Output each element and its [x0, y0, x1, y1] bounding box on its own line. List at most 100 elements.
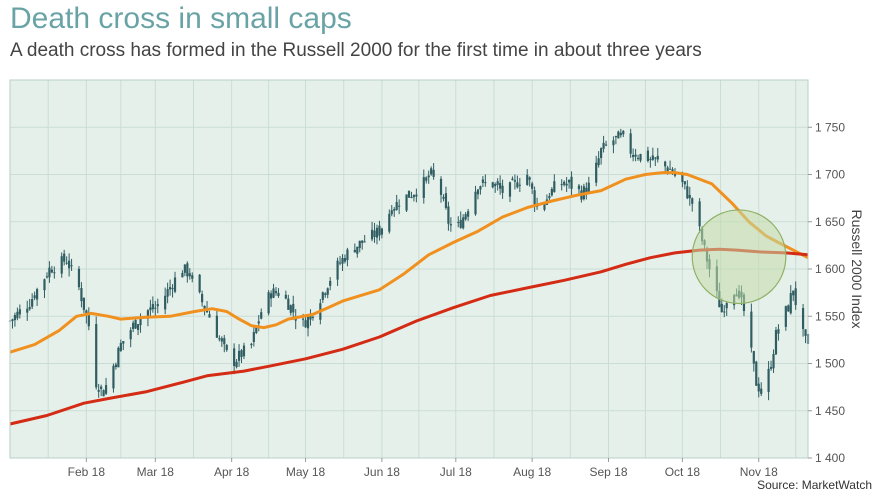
candle-body [688, 194, 691, 199]
candle-body [760, 388, 763, 394]
candle-body [415, 194, 418, 197]
candle-body [132, 322, 135, 330]
candle-body [191, 275, 194, 279]
candle-body [353, 249, 356, 253]
candle-body [119, 342, 122, 351]
candle-body [186, 263, 189, 277]
candle-body [346, 249, 349, 261]
candle-body [516, 182, 519, 188]
candle-body [35, 289, 39, 300]
candle-body [725, 303, 728, 309]
candle-body [358, 240, 361, 249]
candle-body [787, 305, 790, 312]
candle-body [223, 338, 226, 345]
candle-body [632, 154, 635, 158]
x-tick-label: Sep 18 [589, 465, 627, 479]
candle-body [82, 297, 85, 310]
candle-body [220, 338, 223, 342]
candle-body [114, 364, 118, 368]
candle-body [306, 316, 310, 329]
candle-body [444, 193, 448, 208]
candle-body [122, 341, 125, 344]
candle-body [577, 185, 581, 190]
ma50-line [9, 171, 809, 354]
candle-body [499, 183, 502, 189]
candle-body [100, 386, 103, 390]
candle-body [651, 155, 654, 160]
candle-body [664, 161, 667, 167]
candle-body [260, 312, 263, 319]
candle-body [218, 338, 221, 340]
candle-body [85, 310, 88, 316]
candle-body [595, 162, 598, 183]
candle-body [560, 184, 563, 186]
candle-body [45, 276, 49, 278]
candle-body [11, 319, 14, 322]
candle-body [156, 304, 159, 307]
candle-body [683, 181, 686, 185]
candle-body [235, 361, 238, 368]
candle-body [750, 311, 753, 348]
candle-body [87, 312, 90, 327]
candle-body [301, 318, 305, 320]
candle-body [511, 178, 514, 181]
candle-body [794, 288, 797, 306]
candle-body [80, 287, 83, 302]
candle-body [43, 279, 46, 291]
candle-body [784, 306, 787, 327]
candle-body [77, 268, 81, 288]
candle-body [181, 272, 184, 278]
candle-body [341, 258, 344, 264]
candle-body [203, 305, 206, 310]
candle-body [439, 178, 443, 195]
candle-body [378, 225, 381, 236]
candle-body [767, 368, 770, 393]
candle-body [48, 267, 51, 278]
candle-body [225, 344, 228, 351]
x-tick-label: Nov 18 [740, 465, 778, 479]
candle-body [494, 184, 497, 187]
candle-body [70, 265, 73, 267]
candle-body [267, 292, 270, 314]
candle-body [801, 308, 805, 330]
candle-body [548, 196, 551, 199]
candle-body [289, 305, 292, 313]
candle-body [769, 367, 773, 369]
y-axis-ticks: 1 400 1 450 1 500 1 550 1 600 1 650 1 700 1 750 [808, 120, 845, 465]
candle-body [587, 182, 590, 192]
y-tick-label: 1 650 [815, 215, 845, 229]
candle-body [654, 157, 657, 159]
candle-body [597, 158, 600, 166]
candle-body [600, 148, 603, 158]
candle-body [277, 292, 280, 297]
candle-body [198, 274, 201, 293]
candle-body [53, 272, 56, 274]
candle-body [501, 185, 504, 193]
candle-body [602, 142, 605, 149]
candle-body [326, 288, 329, 295]
candle-body [474, 191, 477, 215]
candle-body [95, 324, 98, 388]
candle-body [585, 187, 588, 194]
candle-body [757, 383, 760, 392]
candle-body [755, 361, 758, 386]
candle-body [476, 189, 480, 195]
candle-body [422, 177, 425, 198]
candle-body [612, 140, 615, 146]
candle-body [447, 206, 450, 224]
candle-body [171, 288, 174, 290]
candle-body [804, 329, 807, 336]
candle-body [104, 385, 108, 394]
candle-body [240, 350, 243, 358]
candle-body [329, 280, 332, 286]
candle-body [442, 196, 445, 199]
candle-body [629, 133, 632, 154]
candle-body [356, 246, 359, 254]
candle-body [311, 316, 315, 318]
candle-body [233, 348, 236, 366]
candle-body [272, 288, 275, 298]
candle-body [304, 320, 307, 328]
candle-body [287, 298, 290, 310]
candle-body [543, 203, 546, 210]
death-cross-highlight-circle [691, 209, 787, 305]
